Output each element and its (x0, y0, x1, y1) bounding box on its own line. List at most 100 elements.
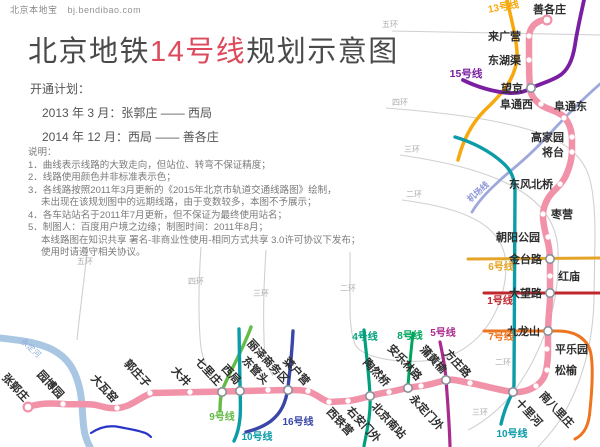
station-xfer-marker (282, 384, 293, 395)
station-dot-marker (386, 389, 392, 395)
station-xfer-marker (544, 254, 555, 265)
station-label: 枣营 (550, 207, 573, 221)
station-label: 金台路 (508, 252, 543, 266)
map-label: 15号线 (450, 67, 483, 80)
station-dot-marker (544, 346, 550, 352)
station-label: 红庙 (558, 269, 580, 283)
station-dot-marker (545, 234, 551, 240)
station-xfer-marker (525, 83, 536, 94)
map-label: 三环 (253, 289, 269, 298)
station-dot-marker (540, 211, 546, 217)
station-label: 阜通西 (500, 97, 533, 111)
station-label: 大井 (169, 363, 194, 389)
stream (89, 425, 153, 439)
line8-path (406, 331, 415, 389)
ring-5-west (76, 251, 88, 341)
station-dot-marker (544, 367, 550, 373)
station-dot-marker (60, 401, 66, 407)
map-label: 4号线 (352, 330, 378, 343)
station-label: 阜通东 (554, 99, 587, 113)
stations-layer: 张郭庄 园博园 大瓦窑 郭庄子 大井 七里庄西局东管头丽泽商务区菜户营西铁营右安门外北京南… (0, 2, 588, 445)
station-dot-marker (418, 383, 424, 389)
map-label: 5号线 (430, 326, 456, 339)
map-label: 二环 (340, 284, 356, 293)
map-label: 9号线 (209, 410, 235, 423)
airport-express-path (470, 82, 600, 214)
yongding-river (0, 334, 94, 447)
station-term-marker (541, 14, 553, 26)
station-label: 永定门外 (406, 391, 447, 433)
station-dot-marker (265, 387, 271, 393)
station-label: 大望路 (509, 286, 543, 300)
station-dot-marker (547, 273, 553, 279)
line13-path (456, 0, 519, 162)
map-label: 四环 (392, 98, 408, 107)
station-label: 高家园 (531, 130, 564, 144)
station-term-marker (22, 401, 34, 413)
station-dot-marker (526, 33, 532, 39)
map-label: 13号线 (487, 0, 520, 16)
station-xfer-marker (507, 386, 518, 397)
map-label: 1号线 (487, 294, 513, 307)
station-label: 将台 (542, 145, 564, 159)
station-dot-marker (557, 181, 563, 187)
station-dot-marker (569, 134, 575, 140)
station-xfer-marker (235, 385, 246, 396)
station-label: 安乐林路 (385, 341, 426, 383)
map-label: 8号线 (397, 329, 423, 342)
station-dot-marker (533, 383, 539, 389)
line9-path (218, 325, 253, 413)
map-label: 7号线 (488, 330, 514, 343)
line10-east-path (453, 135, 517, 426)
station-label: 来广营 (487, 29, 521, 43)
station-xfer-marker (542, 325, 553, 336)
station-label: 九龙山 (506, 324, 540, 338)
station-label: 朝阳公园 (496, 230, 540, 244)
map-label: 五环 (382, 20, 398, 29)
station-dot-marker (526, 57, 532, 63)
map-label: 6号线 (488, 260, 514, 273)
station-label: 陶然桥 (360, 355, 393, 389)
map-label: 16号线 (282, 415, 313, 428)
station-dot-marker (561, 115, 567, 121)
station-xfer-marker (217, 386, 228, 397)
station-dot-marker (305, 388, 311, 394)
station-label: 善各庄 (533, 2, 566, 16)
line7-path (482, 329, 594, 441)
station-dot-marker (538, 101, 544, 107)
map-label: 三环 (472, 408, 488, 417)
station-dot-marker (345, 398, 351, 404)
line16-path (244, 329, 295, 434)
map-label: 二环 (495, 358, 511, 367)
station-label: 张郭庄 (0, 370, 32, 404)
station-label: 园博园 (34, 367, 67, 401)
station-dot-marker (569, 149, 575, 155)
line15-path (461, 0, 586, 95)
station-xfer-marker (364, 390, 375, 401)
station-dot-marker (114, 405, 120, 411)
station-xfer-marker (544, 287, 555, 298)
map-label: 三环 (404, 145, 420, 154)
ring-3-west (263, 249, 274, 377)
station-label: 望京 (501, 81, 523, 95)
map-label: 五环 (77, 257, 93, 266)
ring-4-west (198, 246, 213, 377)
station-label: 郭庄子 (121, 356, 154, 390)
ring-2 (349, 199, 507, 362)
station-label: 大瓦窑 (88, 371, 121, 405)
map-label: 二环 (406, 190, 422, 199)
station-dot-marker (187, 389, 193, 395)
ring-4-east (385, 107, 596, 447)
station-label: 东风北桥 (509, 177, 554, 191)
station-label: 东湖渠 (488, 53, 522, 67)
map-label: 10号线 (241, 430, 272, 443)
station-xfer-marker (440, 374, 451, 385)
station-dot-marker (326, 399, 332, 405)
station-dot-marker (467, 380, 473, 386)
line14-path (24, 16, 576, 412)
station-dot-marker (147, 390, 153, 396)
station-label: 平乐园 (555, 342, 588, 356)
station-label: 松榆 (555, 363, 578, 377)
